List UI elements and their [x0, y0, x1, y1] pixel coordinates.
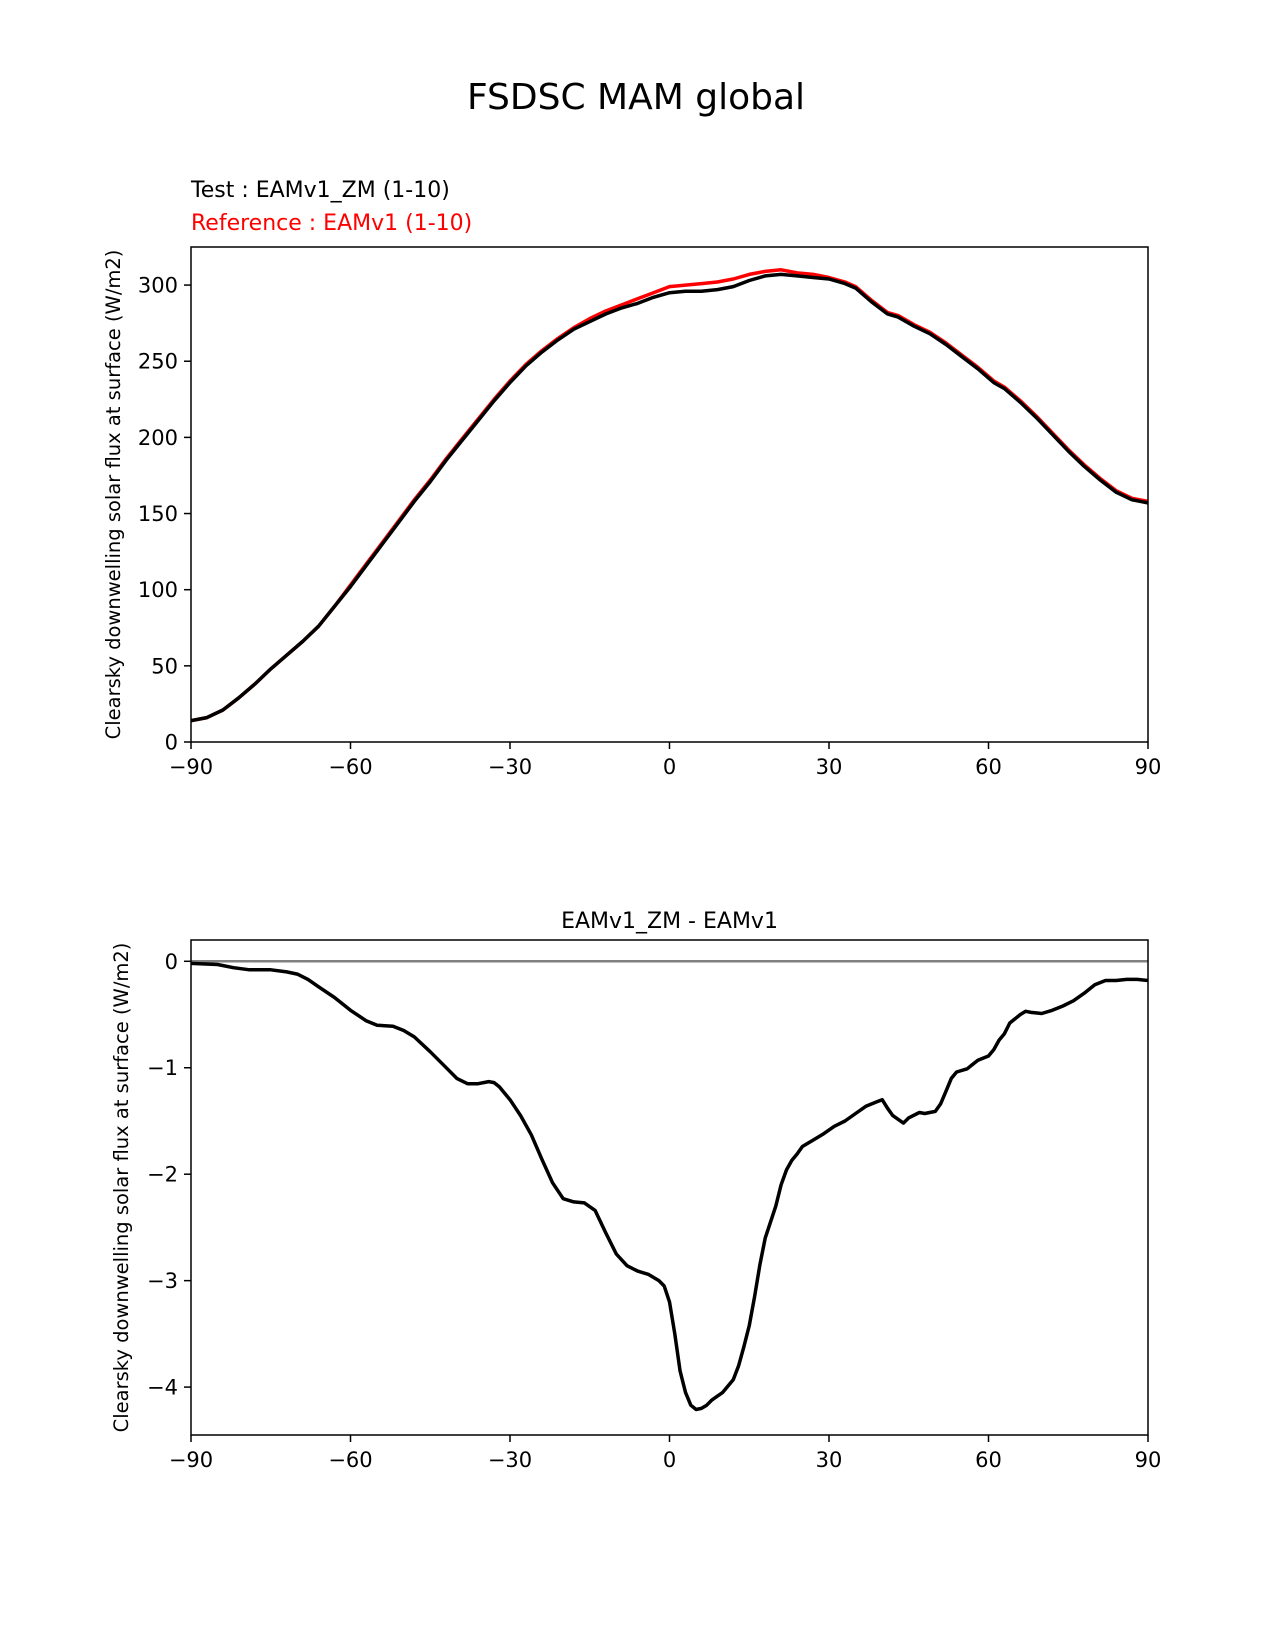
y-tick-label: 100 [138, 578, 178, 602]
y-tick-label: 0 [165, 731, 178, 755]
x-tick-label: 30 [816, 1448, 843, 1472]
y-tick-label: 50 [151, 654, 178, 678]
x-tick-label: 0 [663, 755, 676, 779]
x-tick-label: 60 [975, 1448, 1002, 1472]
x-tick-label: 30 [816, 755, 843, 779]
x-tick-label: 90 [1135, 1448, 1162, 1472]
axes-frame [190, 246, 1149, 743]
x-tick-label: −30 [488, 1448, 532, 1472]
top-panel-flux-plot: −90 −60 −30 0 30 60 90 0 50 100 150 200 250 300 Clears… [102, 178, 1161, 779]
panel-title: EAMv1_ZM - EAMv1 [561, 909, 778, 934]
x-tick-label: −60 [328, 755, 372, 779]
test-title: Test : EAMv1_ZM (1-10) [190, 178, 450, 203]
series-line-eamv1-zm-eamv1 [191, 961, 1148, 1412]
y-tick-label: 200 [138, 426, 178, 450]
y-axis-label: Clearsky downwelling solar flux at surfa… [102, 250, 125, 740]
y-tick-label: 0 [165, 950, 178, 974]
figure-title: FSDSC MAM global [467, 77, 805, 118]
y-axis-label: Clearsky downwelling solar flux at surfa… [110, 943, 133, 1433]
x-tick-label: 0 [663, 1448, 676, 1472]
y-tick-label: −2 [147, 1163, 178, 1187]
y-tick-label: 150 [138, 502, 178, 526]
y-tick-label: −4 [147, 1376, 178, 1400]
bottom-panel-difference-plot: −90 −60 −30 0 30 60 90 0 −1 −2 −3 −4 Clearsky downwe… [110, 909, 1161, 1472]
x-tick-label: −60 [328, 1448, 372, 1472]
reference-title: Reference : EAMv1 (1-10) [191, 211, 472, 236]
y-tick-label: −3 [147, 1269, 178, 1293]
x-tick-label: −90 [169, 755, 213, 779]
x-tick-label: 90 [1135, 755, 1162, 779]
series-line-test-eamv1-zm-1-10 [191, 272, 1148, 723]
y-tick-label: −1 [147, 1056, 178, 1080]
series-line-reference-eamv1-1-10 [191, 268, 1148, 723]
x-tick-label: −90 [169, 1448, 213, 1472]
x-tick-label: 60 [975, 755, 1002, 779]
y-tick-label: 300 [138, 274, 178, 298]
x-tick-label: −30 [488, 755, 532, 779]
y-tick-label: 250 [138, 350, 178, 374]
axes-frame [190, 939, 1149, 1436]
